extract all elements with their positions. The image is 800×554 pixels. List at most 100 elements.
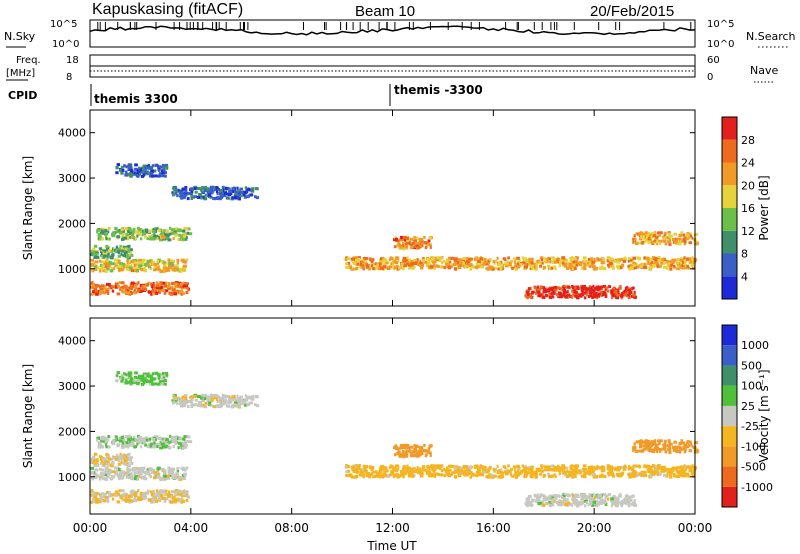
power-cell [586,263,590,267]
velocity-cell [691,444,694,448]
power-cell [622,259,627,263]
velocity-cell [134,445,137,449]
power-cell [433,266,436,270]
velocity-cell [168,491,171,495]
power-cell [215,186,219,190]
power-cell [172,288,176,292]
power-cell [181,259,186,263]
velocity-cell [541,503,546,507]
power-cell [689,232,692,236]
power-cell [666,263,669,267]
velocity-cell [146,468,150,472]
velocity-cell [203,405,208,409]
power-cell [158,172,162,176]
velocity-cell [616,468,621,472]
power-cell [138,264,142,268]
power-cell [543,257,547,261]
velocity-cell [553,473,556,477]
power-cell [152,169,157,173]
power-cell [99,285,102,289]
power-cell [569,257,572,261]
power-cell [620,294,624,298]
velocity-cell [561,464,566,468]
power-cell [244,186,247,190]
velocity-cell [104,468,108,472]
velocity-cell [587,495,592,499]
velocity-cell [125,494,128,498]
velocity-cell [115,457,119,461]
velocity-cell [163,469,167,473]
velocity-cell [152,377,157,381]
velocity-cell [573,465,577,468]
power-cell [551,295,555,299]
power-cell [378,262,382,266]
velocity-cell [107,438,110,442]
power-cell [115,245,118,249]
velocity-cell [110,464,114,468]
power-cell [180,235,184,239]
velocity-cell [117,457,121,461]
power-cell [590,288,594,292]
velocity-cell [405,470,409,474]
velocity-cell [174,476,178,480]
power-cell [99,231,103,235]
velocity-cell [115,379,119,383]
power-cell [683,242,687,246]
velocity-cell [389,473,393,477]
power-cell [120,171,124,175]
power-cell [229,188,232,192]
velocity-cell [615,500,618,504]
velocity-cell [673,474,677,478]
velocity-cell [462,465,466,468]
velocity-colorbar-tick-label: 100 [741,380,762,393]
power-cell [179,191,183,195]
power-cell [371,264,374,268]
velocity-cell [190,398,194,401]
power-cell [174,227,179,231]
power-cell [172,237,175,241]
power-cell [106,282,110,286]
velocity-cell [544,501,548,505]
power-cell [119,262,123,266]
velocity-cell [137,475,141,479]
velocity-cell [128,494,132,498]
velocity-cell [104,459,108,463]
velocity-cell [156,472,161,476]
velocity-cell [530,504,533,508]
power-cell [555,258,559,262]
power-cell [688,261,691,265]
power-cell [679,258,684,262]
velocity-cell [106,456,109,460]
velocity-cell [410,470,415,474]
power-cell [125,233,129,237]
noise-panel-frame [89,19,696,48]
power-cell [377,267,381,270]
velocity-cell [654,470,658,474]
velocity-cell [164,371,169,375]
power-cell [396,267,400,271]
power-cell [136,262,140,266]
velocity-cell [93,473,97,477]
velocity-cell [185,466,189,470]
power-cell [653,239,658,243]
power-colorbar-swatch [722,117,737,140]
velocity-cell [134,475,138,479]
power-cell [161,169,164,173]
power-cell [601,258,605,261]
velocity-cell [536,496,541,500]
velocity-colorbar-tick-label: -25 [741,420,759,433]
power-cell [410,262,415,266]
velocity-cell [600,473,604,477]
velocity-cell [564,471,567,475]
power-cell [664,231,667,235]
power-cell [149,267,153,270]
velocity-cell [106,490,110,494]
power-cell [474,265,478,269]
velocity-cell [475,470,479,474]
velocity-cell [550,474,553,478]
power-cell [111,262,116,266]
velocity-cell [433,474,436,478]
power-cell [102,284,107,288]
velocity-cell [129,439,133,443]
power-cell [691,262,694,266]
